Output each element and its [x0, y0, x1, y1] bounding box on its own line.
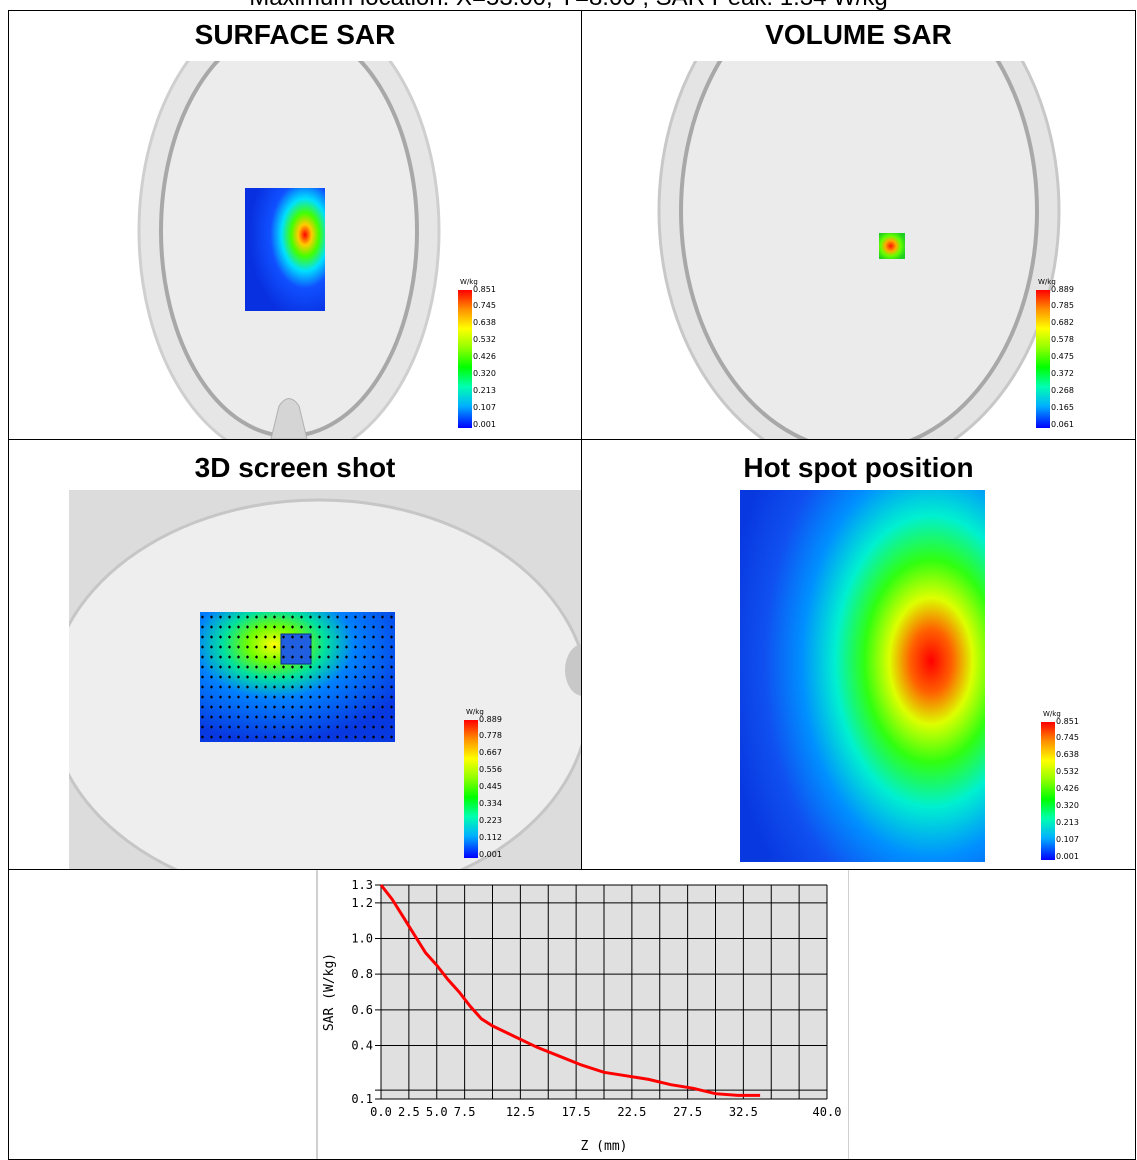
measurement-grid-points [198, 612, 395, 745]
z-scan-chart: 0.0 2.5 5.0 7.5 12.5 17.5 22.5 27.5 32.5 40.0 0.1… [316, 870, 849, 1159]
y-tick-label: 1.0 [351, 932, 373, 946]
x-tick-label: 22.5 [617, 1105, 646, 1119]
x-tick-labels: 0.0 2.5 5.0 7.5 12.5 17.5 22.5 27.5 32.5 40.0 [370, 1105, 841, 1119]
y-axis-label: SAR (W/kg) [322, 953, 337, 1031]
y-tick-label: 0.6 [351, 1003, 373, 1017]
screenshot-3d-legend: W/kg 0.889 0.778 0.667 0.556 0.445 0.334… [464, 708, 502, 859]
colorbar [1036, 290, 1050, 428]
x-axis-label: Z (mm) [581, 1139, 628, 1154]
screenshot-3d-cell: 3D screen shot [8, 439, 582, 870]
y-tick-label: 1.3 [351, 878, 373, 892]
x-tick-label: 17.5 [562, 1105, 591, 1119]
x-tick-label: 2.5 [398, 1105, 420, 1119]
y-tick-label: 0.8 [351, 967, 373, 981]
y-tick-labels: 0.1 0.4 0.6 0.8 1.0 1.2 1.3 [351, 878, 373, 1106]
phantom-volume-graphic [582, 61, 1135, 439]
hotspot-graphic [740, 490, 985, 862]
colorbar [1041, 722, 1055, 860]
volume-sar-cell: VOLUME SAR W/kg 0.889 [581, 10, 1136, 440]
surface-sar-legend: W/kg 0.851 0.745 0.638 0.532 0.426 0.320… [458, 278, 496, 429]
x-tick-label: 12.5 [506, 1105, 535, 1119]
surface-sar-cell: SURFACE SAR [8, 10, 582, 440]
surface-sar-title: SURFACE SAR [194, 19, 396, 50]
results-table: SURFACE SAR [8, 10, 1136, 1160]
x-tick-label: 0.0 [370, 1105, 392, 1119]
hotspot-legend: W/kg 0.851 0.745 0.638 0.532 0.426 0.320… [1041, 710, 1079, 861]
volume-sar-legend: W/kg 0.889 0.785 0.682 0.578 0.475 0.372… [1036, 278, 1074, 429]
x-tick-label: 7.5 [454, 1105, 476, 1119]
screenshot-3d-title: 3D screen shot [194, 452, 396, 483]
volume-sar-image [582, 61, 1135, 439]
sar-z-curve [379, 884, 761, 1097]
z-scan-cell: 0.0 2.5 5.0 7.5 12.5 17.5 22.5 27.5 32.5 40.0 0.1… [8, 869, 1136, 1160]
y-tick-label: 0.1 [351, 1092, 373, 1106]
x-tick-label: 27.5 [673, 1105, 702, 1119]
volume-sar-title: VOLUME SAR [765, 19, 952, 50]
y-tick-label: 0.4 [351, 1039, 373, 1053]
page-caption: Maximum location: X=53.00, Y=8.00 ; SAR … [0, 0, 1137, 12]
grid-lines [375, 884, 828, 1100]
x-tick-label: 32.5 [729, 1105, 758, 1119]
hotspot-title: Hot spot position [743, 452, 974, 483]
y-tick-label: 1.2 [351, 896, 373, 910]
x-tick-label: 40.0 [813, 1105, 842, 1119]
colorbar [464, 720, 478, 858]
hotspot-cell: Hot spot position [581, 439, 1136, 870]
colorbar [458, 290, 472, 428]
surface-sar-image [9, 61, 581, 439]
hotspot-image [740, 490, 985, 862]
phantom-surface-graphic [9, 61, 581, 439]
x-tick-label: 5.0 [426, 1105, 448, 1119]
